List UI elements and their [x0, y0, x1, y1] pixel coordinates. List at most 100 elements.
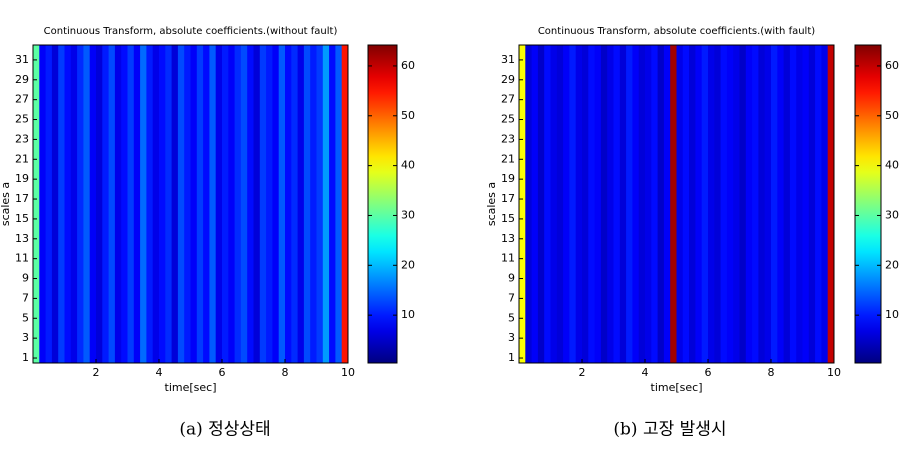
- colorbar-tick-label: 40: [885, 159, 899, 172]
- x-tick-label: 2: [93, 366, 100, 379]
- heat-column: [322, 45, 330, 363]
- heat-column: [278, 45, 286, 363]
- heat-column: [58, 45, 65, 363]
- y-tick-label: 5: [508, 311, 515, 324]
- heat-column: [203, 45, 210, 363]
- heat-column: [638, 45, 646, 363]
- heat-column: [108, 45, 116, 363]
- y-tick-label: 19: [15, 172, 29, 185]
- heat-column: [796, 45, 803, 363]
- colorbar-tick-label: 60: [401, 59, 415, 72]
- heat-column: [196, 45, 204, 363]
- y-tick-label: 7: [22, 291, 29, 304]
- heat-column: [83, 45, 91, 363]
- heat-column: [303, 45, 311, 363]
- heat-column: [310, 45, 317, 363]
- caption: (b) 고장 발생시: [613, 420, 726, 440]
- heat-column: [531, 45, 539, 363]
- heat-column: [739, 45, 747, 363]
- heat-column: [45, 45, 53, 363]
- heat-column: [550, 45, 558, 363]
- y-tick-label: 27: [15, 93, 29, 106]
- y-tick-label: 5: [22, 311, 29, 324]
- heat-column: [632, 45, 640, 363]
- y-tick-label: 23: [501, 132, 515, 145]
- y-tick-label: 25: [501, 113, 515, 126]
- chart-title: Continuous Transform, absolute coefficie…: [44, 26, 338, 37]
- y-tick-label: 15: [501, 212, 515, 225]
- heat-column: [146, 45, 154, 363]
- colorbar-tick-label: 60: [885, 59, 899, 72]
- caption: (a) 정상상태: [179, 420, 270, 440]
- heat-column: [726, 45, 734, 363]
- heat-column: [133, 45, 141, 363]
- y-tick-label: 13: [501, 232, 515, 245]
- x-tick-label: 2: [579, 366, 586, 379]
- x-tick-label: 10: [827, 366, 841, 379]
- heat-column: [89, 45, 97, 363]
- heat-column: [228, 45, 235, 363]
- y-tick-label: 11: [501, 252, 515, 265]
- heat-column: [626, 45, 633, 363]
- heat-column: [588, 45, 595, 363]
- colorbar-tick-label: 20: [401, 258, 415, 271]
- heat-column: [752, 45, 759, 363]
- x-tick-label: 6: [705, 366, 712, 379]
- heat-column: [556, 45, 564, 363]
- heat-column: [745, 45, 753, 363]
- heat-column: [701, 45, 709, 363]
- heat-column: [815, 45, 822, 363]
- heat-column: [733, 45, 740, 363]
- heat-column: [544, 45, 551, 363]
- x-tick-label: 8: [282, 366, 289, 379]
- heat-column: [77, 45, 84, 363]
- y-tick-label: 1: [508, 351, 515, 364]
- y-tick-label: 17: [501, 192, 515, 205]
- heat-column: [240, 45, 248, 363]
- y-tick-label: 7: [508, 291, 515, 304]
- y-axis-label: scales a: [0, 182, 12, 226]
- y-tick-label: 29: [15, 73, 29, 86]
- x-tick-label: 4: [642, 366, 649, 379]
- heat-column: [525, 45, 532, 363]
- heat-column: [714, 45, 721, 363]
- heat-column: [266, 45, 273, 363]
- y-tick-label: 1: [22, 351, 29, 364]
- heat-column: [64, 45, 72, 363]
- heat-column: [676, 45, 684, 363]
- colorbar: [854, 44, 882, 364]
- heat-column: [764, 45, 772, 363]
- heat-column: [177, 45, 185, 363]
- heat-column: [121, 45, 128, 363]
- heat-column: [651, 45, 658, 363]
- heat-column: [222, 45, 229, 363]
- x-tick-label: 4: [156, 366, 163, 379]
- heat-column: [96, 45, 103, 363]
- heat-column: [594, 45, 602, 363]
- heat-column: [33, 45, 40, 363]
- heat-column: [670, 45, 677, 363]
- y-tick-label: 31: [15, 53, 29, 66]
- heat-column: [51, 45, 59, 363]
- colorbar-tick-label: 40: [401, 159, 415, 172]
- x-tick-label: 10: [341, 366, 355, 379]
- heat-column: [259, 45, 267, 363]
- heat-column: [600, 45, 608, 363]
- heat-column: [695, 45, 703, 363]
- y-tick-label: 29: [501, 73, 515, 86]
- x-axis-label: time[sec]: [165, 381, 217, 394]
- y-tick-label: 13: [15, 232, 29, 245]
- plot-frame: [518, 44, 835, 364]
- heat-column: [335, 45, 343, 363]
- y-tick-label: 15: [15, 212, 29, 225]
- heat-column: [771, 45, 778, 363]
- heat-column: [808, 45, 816, 363]
- x-axis-label: time[sec]: [651, 381, 703, 394]
- colorbar-tick-label: 10: [401, 308, 415, 321]
- colorbar: [367, 44, 398, 364]
- chart-title: Continuous Transform, absolute coefficie…: [538, 26, 815, 37]
- heat-column: [316, 45, 324, 363]
- heat-column: [689, 45, 696, 363]
- x-tick-label: 6: [219, 366, 226, 379]
